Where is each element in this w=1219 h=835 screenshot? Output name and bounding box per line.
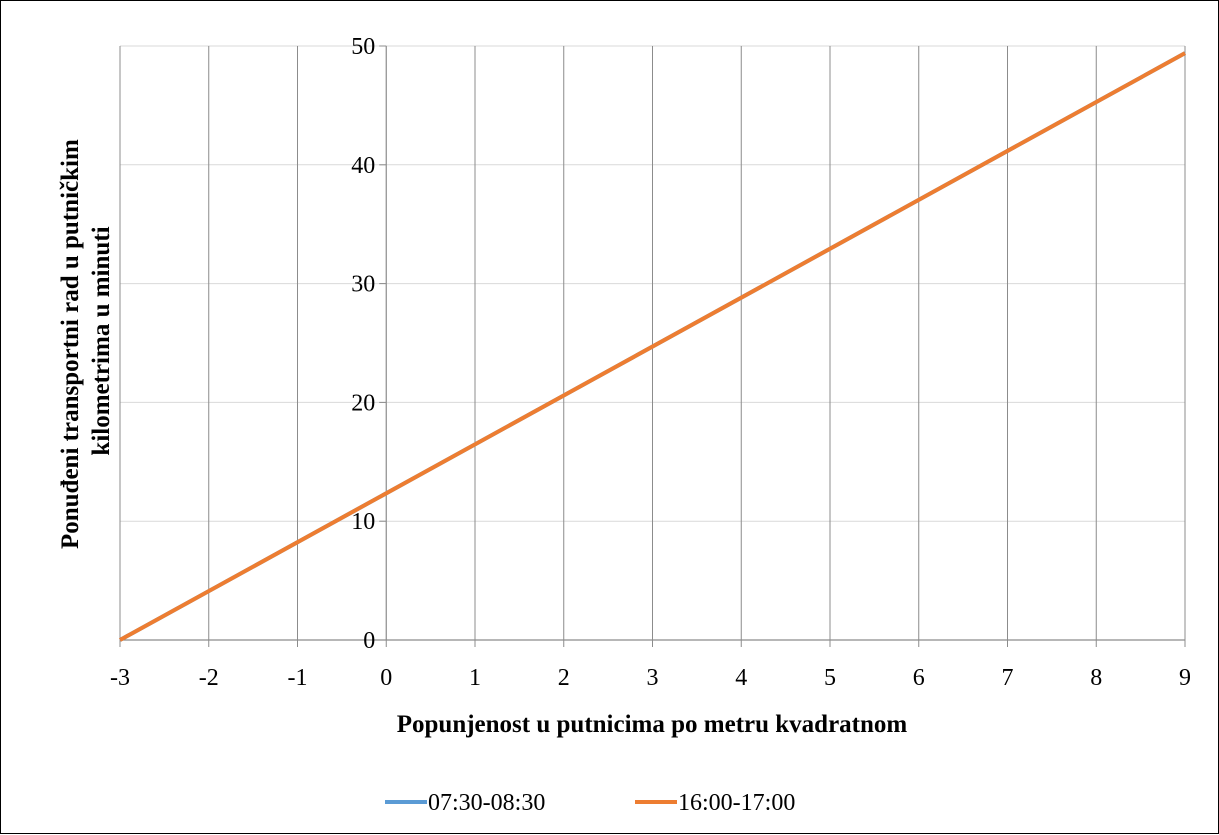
x-tick-label: 3 — [647, 665, 659, 691]
y-tick-label: 40 — [351, 153, 375, 179]
legend: 07:30-08:30 16:00-17:00 — [385, 790, 795, 816]
x-tick-label: 9 — [1179, 665, 1191, 691]
y-tick-label: 0 — [363, 628, 375, 654]
x-tick-label: 0 — [380, 665, 392, 691]
legend-label: 16:00-17:00 — [678, 790, 795, 816]
y-axis-title-line-1: Ponuđeni transportni rad u putničkim — [57, 139, 84, 549]
x-tick-label: 1 — [469, 665, 481, 691]
legend-label: 07:30-08:30 — [428, 790, 545, 816]
x-tick-label: 6 — [913, 665, 925, 691]
series-lines — [119, 51, 1186, 642]
y-tick-label: 10 — [351, 509, 375, 535]
axes — [119, 45, 1186, 647]
x-tick-label: -2 — [199, 665, 219, 691]
x-tick-label: 4 — [735, 665, 747, 691]
y-tick-labels: 0 10 20 30 40 50 — [351, 34, 375, 654]
x-tick-label: 7 — [1002, 665, 1014, 691]
x-axis-title: Popunjenost u putnicima po metru kvadrat… — [397, 711, 908, 738]
x-tick-label: -1 — [288, 665, 308, 691]
y-tick-label: 20 — [351, 390, 375, 416]
y-axis-title-line-2: kilometrima u minuti — [88, 226, 115, 455]
y-tick-label: 50 — [351, 34, 375, 60]
x-tick-label: 2 — [558, 665, 570, 691]
x-tick-label: -3 — [110, 665, 130, 691]
x-tick-label: 5 — [824, 665, 836, 691]
y-tick-label: 30 — [351, 272, 375, 298]
series-line-2 — [119, 51, 1186, 642]
grid — [119, 45, 1186, 640]
x-tick-labels: -3 -2 -1 0 1 2 3 4 5 6 7 8 9 — [110, 665, 1191, 691]
y-axis-title: Ponuđeni transportni rad u putničkim kil… — [57, 133, 115, 549]
x-tick-label: 8 — [1090, 665, 1102, 691]
